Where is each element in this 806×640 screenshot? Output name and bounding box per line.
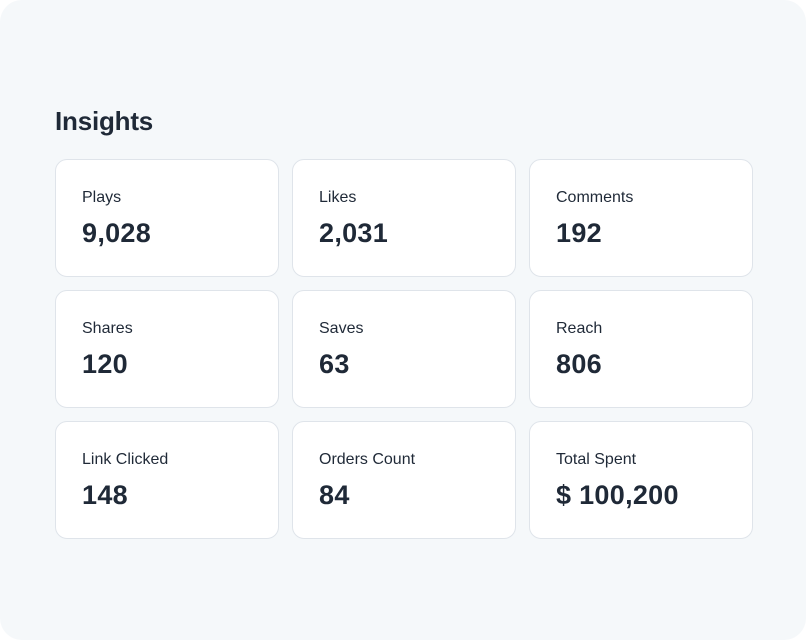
insights-grid: Plays 9,028 Likes 2,031 Comments 192 Sha…: [55, 159, 753, 539]
stat-label: Shares: [82, 320, 133, 337]
stat-label: Plays: [82, 189, 122, 206]
stat-label: Reach: [556, 320, 603, 337]
stat-value: 9,028: [82, 218, 152, 248]
stat-card-saves: Saves 63: [292, 290, 516, 408]
stat-value: 120: [82, 349, 128, 379]
stat-card-likes: Likes 2,031: [292, 159, 516, 277]
stat-value: 63: [319, 349, 350, 379]
stat-card-reach: Reach 806: [529, 290, 753, 408]
stat-label: Total Spent: [556, 451, 637, 468]
stat-label: Saves: [319, 320, 364, 337]
stat-label: Likes: [319, 189, 357, 206]
stat-value: 84: [319, 480, 350, 510]
stat-card-plays: Plays 9,028: [55, 159, 279, 277]
stat-label: Link Clicked: [82, 451, 169, 468]
stat-value: $ 100,200: [556, 480, 679, 510]
stat-label: Orders Count: [319, 451, 416, 468]
stat-card-total-spent: Total Spent $ 100,200: [529, 421, 753, 539]
stat-card-shares: Shares 120: [55, 290, 279, 408]
stat-card-link-clicked: Link Clicked 148: [55, 421, 279, 539]
stat-card-comments: Comments 192: [529, 159, 753, 277]
insights-title: Insights: [55, 106, 154, 136]
stat-label: Comments: [556, 189, 634, 206]
stat-value: 192: [556, 218, 602, 248]
stat-value: 2,031: [319, 218, 389, 248]
stat-value: 148: [82, 480, 128, 510]
stat-value: 806: [556, 349, 602, 379]
stat-card-orders-count: Orders Count 84: [292, 421, 516, 539]
